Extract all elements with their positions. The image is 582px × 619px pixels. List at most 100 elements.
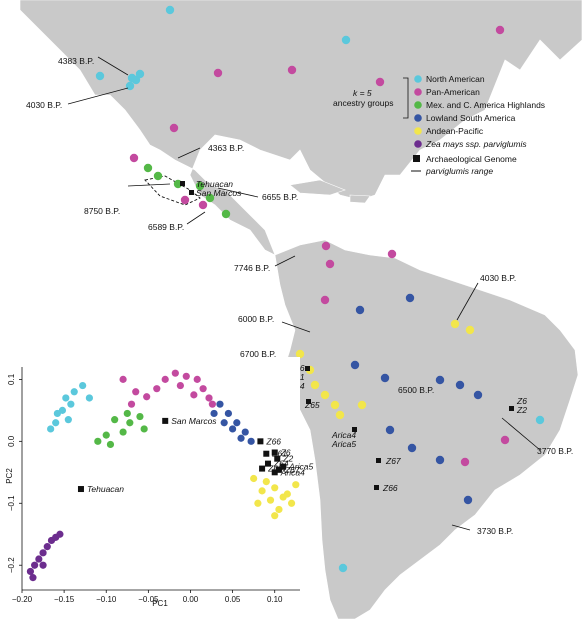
- hispaniola-island: [349, 194, 371, 204]
- legend-swatch-4: [414, 127, 422, 135]
- pca-xtick-label: −0.15: [54, 595, 75, 604]
- map-dot: [500, 435, 510, 445]
- pca-point: [106, 440, 115, 449]
- pca-archaeo-label: Z64: [273, 459, 289, 469]
- map-dot: [129, 153, 139, 163]
- pca-point: [224, 409, 232, 418]
- pca-points: [26, 369, 300, 582]
- label-6500bp: 6500 B.P.: [398, 385, 434, 395]
- south-america-land: [274, 239, 579, 619]
- map-dot: [338, 563, 348, 573]
- map-dot: [463, 495, 473, 505]
- map-dot: [375, 77, 385, 87]
- archaeo-marker-z66-map: [305, 366, 310, 371]
- pca-archaeo-label: San Marcos: [171, 416, 217, 426]
- legend-label-5: Zea mays ssp. parviglumis: [425, 139, 527, 149]
- pca-point: [216, 400, 224, 408]
- legend-swatch-5: [414, 140, 422, 148]
- pca-xtick-label: −0.20: [12, 595, 33, 604]
- label-arica5-map: Arica5: [331, 439, 356, 449]
- pca-point: [62, 394, 70, 402]
- archaeo-marker-tehuacan: [180, 181, 185, 186]
- map-dot: [135, 69, 145, 79]
- pca-point: [85, 394, 93, 402]
- legend-range-label: parviglumis range: [425, 166, 493, 176]
- pca-point: [102, 431, 110, 439]
- map-dot: [221, 209, 231, 219]
- pca-point: [67, 400, 75, 408]
- pca-point: [47, 425, 55, 433]
- pca-xtick-label: 0.10: [267, 595, 283, 604]
- pca-point: [258, 487, 266, 495]
- pca-point: [241, 428, 249, 436]
- pca-point: [266, 496, 275, 504]
- archaeo-marker-z67-map: [376, 458, 381, 463]
- label-3770bp: 3770 B.P.: [537, 446, 573, 456]
- pca-archaeo-marker: [275, 466, 282, 473]
- map-dot: [460, 457, 470, 467]
- map-dot: [325, 259, 335, 269]
- label-z6-map: Z6: [516, 396, 527, 406]
- pca-point: [199, 385, 207, 393]
- pca-archaeo-marker: [271, 469, 278, 476]
- map-dot: [450, 319, 460, 329]
- legend-bracket: [403, 77, 409, 119]
- pca-point: [31, 561, 39, 569]
- pca-archaeo-marker: [264, 460, 271, 467]
- pca-archaeo-marker: [162, 417, 169, 424]
- map-dot: [195, 181, 205, 191]
- pca-point: [70, 388, 78, 396]
- pca-xtick-label: −0.05: [138, 595, 159, 604]
- map-dot: [165, 5, 175, 15]
- pca-archaeo-label: Z65: [267, 464, 283, 474]
- map-dot: [287, 65, 297, 75]
- label-7746bp: 7746 B.P.: [234, 263, 270, 273]
- pca-point: [35, 555, 43, 563]
- map-dot: [380, 373, 390, 383]
- pca-ytick-label: 0.1: [7, 373, 16, 385]
- pca-x-label: PC1: [152, 599, 168, 608]
- pca-archaeo-label: Arica5: [288, 462, 313, 472]
- pca-point: [271, 512, 279, 520]
- map-dot: [385, 425, 395, 435]
- map-dot: [153, 171, 163, 181]
- legend-label-0: North American: [426, 74, 485, 84]
- map-dot: [320, 295, 330, 305]
- map-dot: [320, 390, 330, 400]
- legend-label-4: Andean-Pacific: [426, 126, 484, 136]
- pca-point: [247, 437, 255, 445]
- label-6700bp: 6700 B.P.: [240, 349, 276, 359]
- pca-scatter-chart: −0.20 −0.15 −0.10 −0.05 0.00 0.05 0.10 0.1 0.0 −0…: [5, 367, 314, 608]
- map-dot: [125, 81, 135, 91]
- pca-point: [275, 505, 283, 514]
- label-4030bp-north: 4030 B.P.: [26, 100, 62, 110]
- legend-swatch-3: [414, 114, 422, 122]
- map-dot: [495, 25, 505, 35]
- archaeo-marker-z65-map: [306, 399, 311, 404]
- pca-xtick-label: 0.00: [183, 595, 199, 604]
- label-3730bp: 3730 B.P.: [477, 526, 513, 536]
- map-dot: [407, 443, 417, 453]
- pca-archaeo-marker: [271, 449, 278, 456]
- pca-point: [140, 425, 148, 433]
- map-dot: [357, 400, 367, 410]
- pca-point: [132, 388, 140, 396]
- pca-point: [26, 567, 35, 576]
- legend-archaeo-symbol: [413, 155, 420, 162]
- pca-ytick-label: −0.2: [7, 557, 16, 573]
- pca-point: [287, 499, 296, 507]
- pca-point: [119, 375, 127, 383]
- pca-point: [64, 416, 72, 424]
- pca-point: [126, 419, 134, 427]
- map-dot: [321, 241, 331, 251]
- archaeo-marker-z6-map: [509, 406, 514, 411]
- label-8750bp: 8750 B.P.: [84, 206, 120, 216]
- pca-xtick-label: 0.05: [225, 595, 241, 604]
- map-dot: [169, 123, 179, 133]
- label-6589bp: 6589 B.P.: [148, 222, 184, 232]
- map-dot: [350, 360, 360, 370]
- label-6655bp: 6655 B.P.: [262, 192, 298, 202]
